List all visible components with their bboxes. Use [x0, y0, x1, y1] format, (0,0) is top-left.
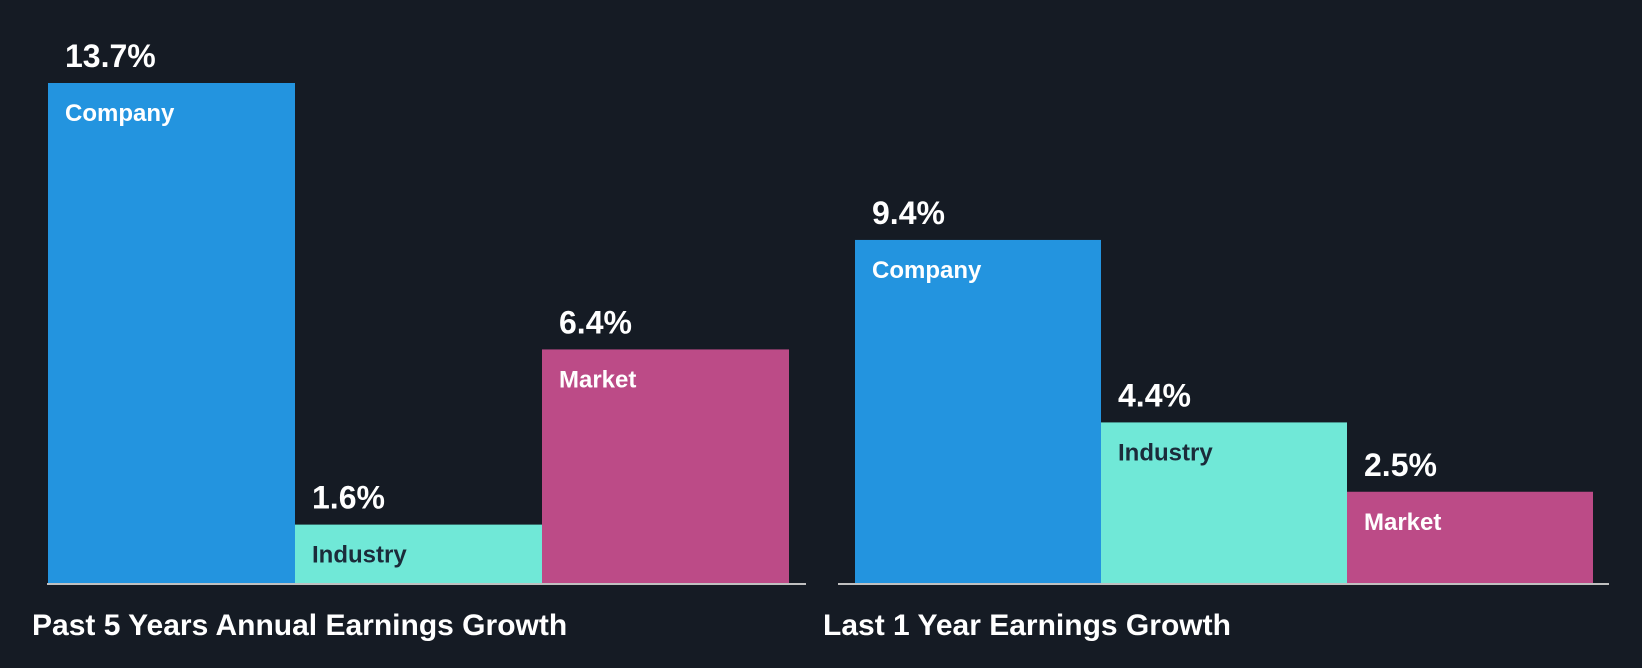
bar-company: [48, 83, 295, 583]
bar-industry: [1101, 422, 1347, 583]
value-label-market: 6.4%: [559, 304, 632, 340]
category-label-market: Market: [1364, 509, 1441, 536]
value-label-company: 13.7%: [65, 38, 156, 74]
category-label-company: Company: [872, 257, 982, 284]
value-label-industry: 1.6%: [312, 480, 385, 516]
bar-market: [542, 349, 789, 583]
category-label-industry: Industry: [312, 542, 407, 569]
bar-industry: [295, 524, 542, 583]
chart-title: Past 5 Years Annual Earnings Growth: [32, 609, 567, 642]
chart-title: Last 1 Year Earnings Growth: [823, 609, 1231, 642]
value-label-market: 2.5%: [1364, 447, 1437, 483]
bar-company: [855, 239, 1101, 583]
value-label-industry: 4.4%: [1118, 377, 1191, 413]
value-label-company: 9.4%: [872, 195, 945, 231]
chart-panel-2: 9.4% Company 4.4% Industry 2.5% Market Last 1 …: [823, 195, 1609, 642]
category-label-company: Company: [65, 100, 175, 127]
category-label-market: Market: [559, 366, 636, 393]
bar-market: [1347, 491, 1593, 583]
chart-panel-1: 13.7% Company 1.6% Industry 6.4% Market Past 5…: [32, 38, 806, 642]
category-label-industry: Industry: [1118, 439, 1213, 466]
